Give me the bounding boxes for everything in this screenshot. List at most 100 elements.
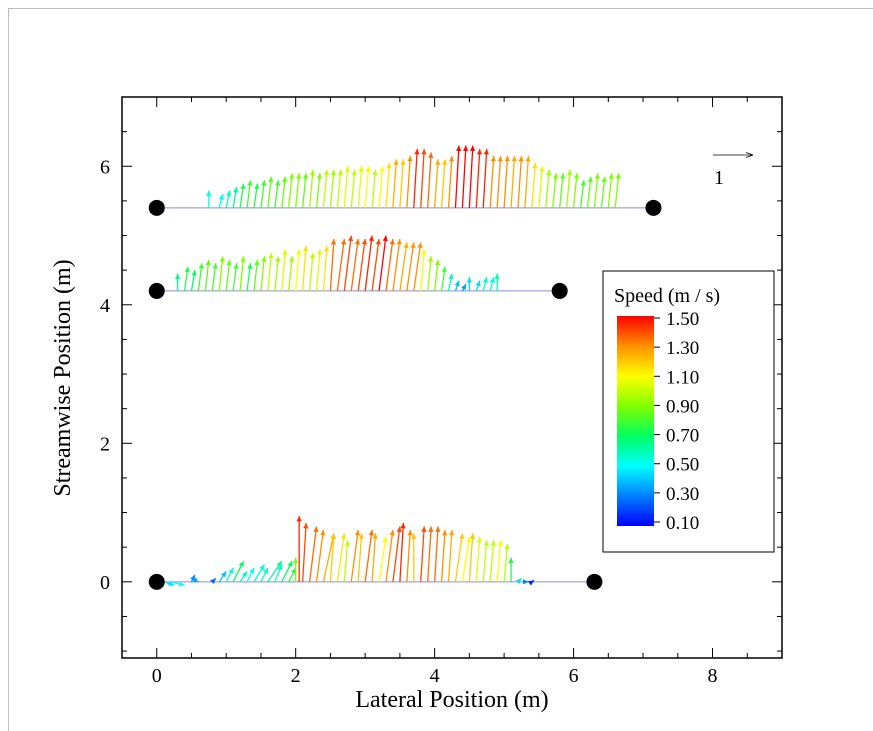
velocity-vector-head <box>218 193 224 200</box>
velocity-vector-head <box>212 263 218 269</box>
velocity-vector <box>329 169 335 208</box>
colorbar-tick-label: 1.50 <box>666 309 699 330</box>
x-tick-label: 4 <box>430 665 440 687</box>
velocity-vector <box>371 169 377 208</box>
velocity-vector <box>343 235 352 292</box>
velocity-vector <box>315 529 325 582</box>
velocity-vector-head <box>465 536 472 543</box>
velocity-vector-head <box>198 263 204 269</box>
velocity-vector <box>260 256 266 291</box>
velocity-vector-head <box>340 533 347 540</box>
velocity-vector-head <box>494 273 500 280</box>
velocity-vector-head <box>174 273 181 280</box>
velocity-vector-head <box>379 166 385 172</box>
velocity-vector <box>392 159 398 208</box>
velocity-vector <box>399 242 408 292</box>
velocity-vector-head <box>289 256 295 262</box>
velocity-vector-head <box>523 579 529 585</box>
reference-vector-head <box>745 152 754 158</box>
velocity-vector <box>468 145 474 208</box>
velocity-vector <box>545 169 550 208</box>
velocity-vector-head <box>296 249 302 255</box>
velocity-vector <box>364 166 370 208</box>
velocity-vector-head <box>358 166 364 172</box>
velocity-vector-head <box>341 238 347 245</box>
velocity-vector <box>433 159 439 208</box>
velocity-vector-head <box>421 526 427 532</box>
velocity-vector <box>329 533 335 582</box>
velocity-vector <box>559 173 564 208</box>
velocity-vector-head <box>587 176 593 183</box>
velocity-vector-head <box>442 529 448 536</box>
velocity-vector-head <box>414 148 420 155</box>
velocity-vector-head <box>323 169 330 176</box>
velocity-vector-head <box>191 578 198 584</box>
velocity-vector <box>357 533 363 582</box>
velocity-vector-head <box>490 155 496 162</box>
velocity-vector <box>447 155 453 208</box>
velocity-vector <box>336 533 345 582</box>
velocity-vector <box>392 238 401 292</box>
velocity-vector-head <box>320 529 326 536</box>
velocity-vector <box>218 256 224 291</box>
x-tick-label: 2 <box>291 665 301 687</box>
velocity-vector-head <box>354 529 361 536</box>
velocity-vector-head <box>466 277 472 283</box>
velocity-vector <box>413 148 418 208</box>
velocity-vector <box>336 169 342 208</box>
velocity-vector-head <box>389 238 395 245</box>
velocity-vector <box>308 252 314 291</box>
velocity-vector-head <box>511 155 517 162</box>
velocity-vector-head <box>407 529 413 536</box>
velocity-vector <box>565 169 571 208</box>
velocity-vector <box>371 533 377 582</box>
velocity-vector <box>308 169 314 208</box>
velocity-vector-head <box>351 169 357 176</box>
velocity-vector-head <box>434 259 441 266</box>
velocity-vector-head <box>344 540 350 546</box>
velocity-vector-head <box>403 242 409 249</box>
velocity-vector-head <box>410 242 416 249</box>
transect-endpoint <box>586 573 603 590</box>
velocity-vector-head <box>296 516 302 522</box>
velocity-vector-head <box>354 238 361 245</box>
velocity-vector <box>420 526 425 582</box>
velocity-vector-head <box>407 155 413 162</box>
velocity-vector-head <box>368 235 375 242</box>
colorbar-tick-label: 0.70 <box>666 426 699 447</box>
velocity-vector <box>378 166 384 208</box>
velocity-vector-head <box>483 540 489 546</box>
velocity-vector-head <box>462 145 469 152</box>
velocity-vector-head <box>435 526 441 532</box>
velocity-vector <box>371 238 380 292</box>
transect-endpoint <box>645 199 662 216</box>
velocity-vector-head <box>261 180 267 186</box>
velocity-vector <box>385 529 394 582</box>
velocity-vector-head <box>296 173 302 179</box>
velocity-vector-head <box>386 162 392 169</box>
velocity-vector <box>461 536 471 582</box>
colorbar-tick-label: 0.90 <box>666 396 699 417</box>
y-tick-label: 2 <box>100 433 110 455</box>
y-tick-label: 4 <box>100 295 110 317</box>
velocity-vector <box>336 238 345 292</box>
velocity-vector-head <box>268 176 274 183</box>
plot-frame <box>121 96 783 659</box>
velocity-vector <box>406 242 415 292</box>
velocity-vector <box>454 533 464 582</box>
velocity-vector-head <box>580 180 586 186</box>
velocity-vector-head <box>191 270 197 276</box>
velocity-vector <box>614 173 620 208</box>
velocity-vector <box>420 249 425 291</box>
velocity-vector-head <box>532 162 538 169</box>
velocity-vector <box>447 529 453 582</box>
velocity-vector-head <box>330 238 337 245</box>
velocity-vector <box>427 256 432 291</box>
velocity-vector <box>350 238 359 292</box>
velocity-vector-head <box>249 567 254 574</box>
velocity-vector-head <box>313 526 319 533</box>
velocity-vector-head <box>233 187 239 193</box>
velocity-vector <box>322 533 335 582</box>
velocity-vector-head <box>421 249 427 255</box>
velocity-vector-head <box>276 561 282 567</box>
